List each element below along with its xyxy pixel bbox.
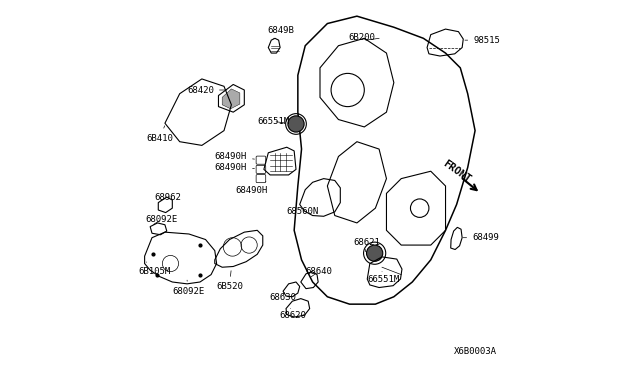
- Text: FRONT: FRONT: [441, 158, 472, 184]
- Text: 68092E: 68092E: [146, 215, 178, 224]
- Text: 6B200: 6B200: [349, 33, 376, 42]
- Text: 68630: 68630: [269, 292, 296, 302]
- Text: 6B410: 6B410: [147, 126, 173, 142]
- Text: 6849B: 6849B: [268, 26, 294, 38]
- Text: 68092E: 68092E: [172, 280, 205, 296]
- Text: 68490H: 68490H: [235, 182, 268, 195]
- Text: 6B105M: 6B105M: [138, 262, 171, 276]
- Text: 68621: 68621: [353, 238, 380, 252]
- Text: 68490H: 68490H: [215, 152, 255, 161]
- Text: 68499: 68499: [463, 233, 499, 242]
- Text: X6B0003A: X6B0003A: [454, 347, 497, 356]
- Text: 68490H: 68490H: [215, 163, 255, 172]
- Text: 6B520: 6B520: [216, 271, 243, 291]
- Text: 66551M: 66551M: [257, 117, 289, 126]
- Text: 68640: 68640: [305, 267, 332, 277]
- Text: 98515: 98515: [465, 36, 500, 45]
- Circle shape: [288, 116, 304, 132]
- Circle shape: [367, 245, 383, 261]
- Polygon shape: [222, 89, 240, 109]
- Text: 68962: 68962: [155, 193, 182, 202]
- Text: 68560N: 68560N: [286, 207, 318, 217]
- Text: 68620: 68620: [280, 309, 307, 320]
- Text: 68420: 68420: [187, 86, 227, 94]
- Text: 66551M: 66551M: [367, 272, 399, 283]
